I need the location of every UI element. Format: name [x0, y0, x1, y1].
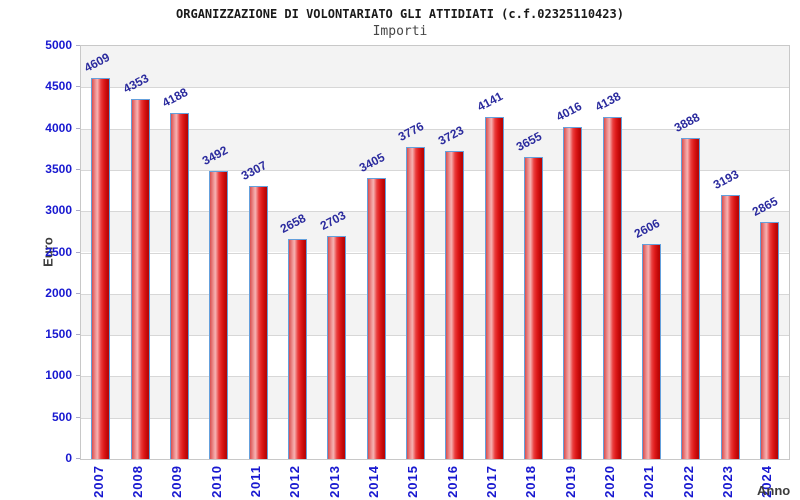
y-tick-mark [76, 375, 80, 377]
x-tick-label-2021: 2021 [641, 465, 657, 498]
x-tick-label-2007: 2007 [90, 465, 106, 498]
gridline [81, 87, 789, 89]
x-tick-label-2017: 2017 [484, 465, 499, 498]
y-tick-label: 4000 [45, 120, 72, 135]
gridline [81, 211, 789, 213]
x-tick-label-2020: 2020 [602, 465, 617, 498]
bar-2018 [523, 157, 543, 459]
y-tick-label: 3500 [45, 161, 72, 176]
gridline [81, 335, 789, 337]
y-tick-mark [76, 292, 80, 294]
y-tick-mark [76, 45, 80, 46]
chart-subtitle: Importi [372, 24, 428, 39]
plot-band [81, 293, 789, 336]
x-tick-label-2023: 2023 [720, 465, 735, 498]
y-tick-label: 1500 [45, 327, 72, 342]
x-tick-label-2008: 2008 [130, 465, 145, 498]
gridline [81, 128, 789, 130]
plot-band [81, 211, 789, 253]
plot-band [81, 169, 789, 212]
x-tick-label-2018: 2018 [523, 465, 539, 498]
gridline [81, 293, 789, 295]
plot-band [81, 87, 789, 129]
bar-2023 [720, 195, 740, 459]
y-tick-mark [76, 416, 80, 418]
plot-band [81, 335, 789, 377]
y-tick-label: 3000 [45, 203, 72, 218]
bar-2021 [641, 243, 661, 459]
y-tick-label: 4500 [45, 79, 72, 94]
y-tick-label: 1000 [45, 368, 72, 383]
bar-2012 [287, 239, 307, 459]
plot-band [81, 252, 789, 294]
bar-2014 [366, 177, 386, 459]
bar-2020 [602, 117, 622, 459]
x-tick-label-2019: 2019 [562, 465, 578, 498]
y-tick-mark [76, 86, 80, 88]
x-tick-label-2014: 2014 [366, 465, 381, 498]
x-tick-label-2022: 2022 [680, 465, 696, 498]
y-tick-mark [76, 127, 80, 129]
y-tick-label: 2500 [45, 244, 72, 259]
x-tick-label-2011: 2011 [248, 465, 263, 498]
gridline [81, 376, 789, 378]
x-tick-label-2012: 2012 [287, 465, 303, 498]
y-tick-label: 5000 [45, 38, 72, 52]
x-tick-label-2010: 2010 [208, 465, 224, 498]
bar-2013 [327, 235, 347, 459]
y-tick-label: 500 [51, 409, 72, 424]
bar-2008 [130, 99, 150, 459]
bar-2024 [759, 222, 779, 459]
y-tick-label: 0 [65, 451, 72, 465]
y-tick-label: 2000 [45, 285, 72, 300]
x-tick-label-2015: 2015 [405, 465, 421, 498]
x-tick-label-2013: 2013 [326, 465, 342, 498]
bar-2022 [681, 137, 701, 459]
plot-area: 4609 4353 4188 3492 3307 2658 2703 3405 3776 3723… [80, 45, 790, 460]
bar-2019 [563, 127, 583, 459]
gridline [81, 417, 789, 419]
plot-band [81, 46, 789, 88]
bar-2007 [91, 78, 111, 459]
bar-2017 [484, 116, 504, 459]
x-tick-label-2009: 2009 [169, 465, 185, 498]
bar-2009 [169, 113, 189, 459]
plot-band [81, 417, 789, 459]
bar-2011 [248, 185, 268, 459]
y-tick-mark [76, 458, 80, 459]
x-tick-label-2016: 2016 [444, 465, 460, 498]
plot-band [81, 376, 789, 418]
x-axis-title: Anno [757, 483, 791, 498]
y-tick-mark [76, 334, 80, 336]
y-tick-mark [76, 251, 80, 253]
y-tick-mark [76, 210, 80, 212]
gridline [81, 169, 789, 171]
gridline [81, 252, 789, 254]
bar-2010 [209, 170, 229, 459]
chart-title: ORGANIZZAZIONE DI VOLONTARIATO GLI ATTID… [176, 7, 624, 21]
plot-band [81, 128, 789, 170]
y-tick-mark [76, 168, 80, 170]
bar-2016 [445, 151, 465, 459]
bar-2015 [405, 147, 425, 459]
